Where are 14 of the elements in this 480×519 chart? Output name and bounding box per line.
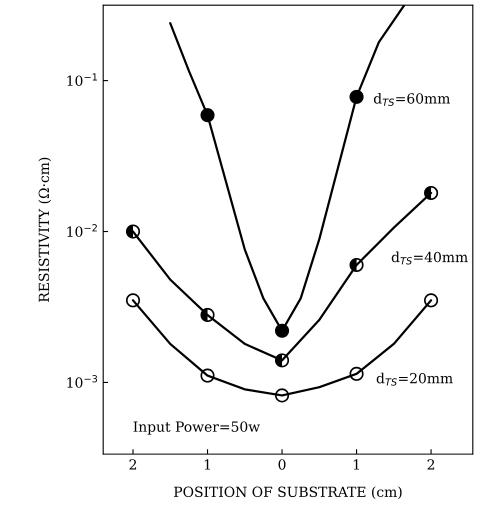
x-tick-label: 1 [204, 459, 210, 470]
y-tick-label: 10$^{−1}$ [67, 73, 97, 86]
series-label: d$_{TS}$=60mm [374, 92, 450, 106]
series-label: d$_{TS}$=20mm [376, 372, 453, 386]
x-tick-label: 0 [278, 459, 286, 470]
y-tick-label: 10$^{−3}$ [67, 375, 98, 388]
y-axis-title: RESISTIVITY (Ω·cm) [38, 158, 52, 302]
series-label: d$_{TS}$=40mm [392, 252, 468, 265]
x-tick-label: 2 [428, 459, 434, 470]
x-tick-label: 2 [130, 459, 136, 470]
x-axis-title: POSITION OF SUBSTRATE (cm) [174, 486, 402, 500]
y-tick-label: 10$^{−2}$ [67, 224, 97, 237]
annotation: Input Power=50w [134, 421, 260, 435]
x-tick-label: 1 [354, 459, 359, 470]
